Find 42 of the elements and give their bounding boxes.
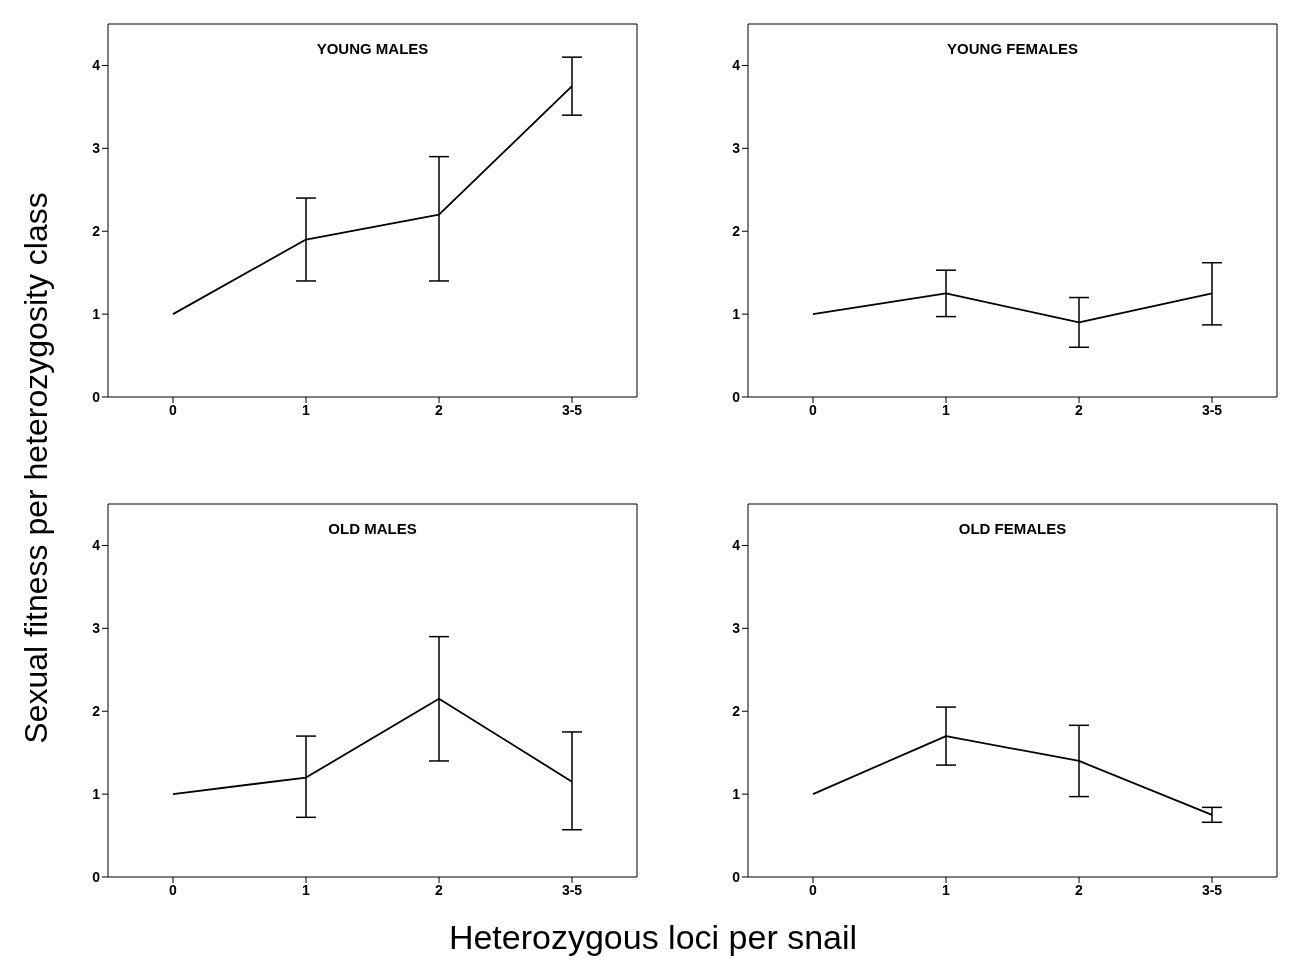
y-tick-label: 2 <box>732 223 741 240</box>
x-tick-label: 2 <box>435 881 444 898</box>
x-tick-label: 1 <box>942 401 951 418</box>
y-tick-label: 0 <box>732 868 741 885</box>
y-tick-label: 1 <box>732 786 741 803</box>
y-tick-label: 2 <box>732 703 741 720</box>
x-tick-label: 2 <box>435 401 444 418</box>
y-tick-label: 3 <box>732 140 741 157</box>
x-tick-label: 2 <box>1075 401 1084 418</box>
y-tick-label: 4 <box>732 537 741 554</box>
x-tick-label: 0 <box>809 881 818 898</box>
y-tick-label: 0 <box>92 388 101 405</box>
text: OLD FEMALES <box>957 520 1068 537</box>
y-tick-label: 4 <box>732 57 741 74</box>
y-tick-label: 4 <box>92 537 101 554</box>
y-tick-label: 1 <box>92 786 101 803</box>
y-tick-label: 2 <box>92 703 101 720</box>
y-tick-label: 0 <box>732 388 741 405</box>
y-tick-label: 1 <box>732 306 741 323</box>
y-tick-label: 3 <box>732 620 741 637</box>
x-tick-label: 1 <box>302 881 311 898</box>
x-axis-title: Heterozygous loci per snail <box>447 918 859 957</box>
x-tick-label: 0 <box>169 401 178 418</box>
x-tick-label: 3-5 <box>1201 401 1223 418</box>
x-tick-label: 3-5 <box>1201 881 1223 898</box>
y-tick-label: 4 <box>92 57 101 74</box>
y-tick-label: 3 <box>92 620 101 637</box>
y-tick-label: 0 <box>92 868 101 885</box>
x-tick-label: 3-5 <box>561 881 583 898</box>
text: YOUNG MALES <box>315 40 430 57</box>
x-tick-label: 1 <box>942 881 951 898</box>
x-tick-label: 2 <box>1075 881 1084 898</box>
x-tick-label: 1 <box>302 401 311 418</box>
text: OLD MALES <box>327 520 418 537</box>
y-tick-label: 3 <box>92 140 101 157</box>
x-tick-label: 3-5 <box>561 401 583 418</box>
y-tick-label: 2 <box>92 223 101 240</box>
x-tick-label: 0 <box>169 881 178 898</box>
text: YOUNG FEMALES <box>946 40 1079 57</box>
y-tick-label: 1 <box>92 306 101 323</box>
y-axis-title: Sexual fitness per heterozygosity class <box>17 192 55 744</box>
x-tick-label: 0 <box>809 401 818 418</box>
